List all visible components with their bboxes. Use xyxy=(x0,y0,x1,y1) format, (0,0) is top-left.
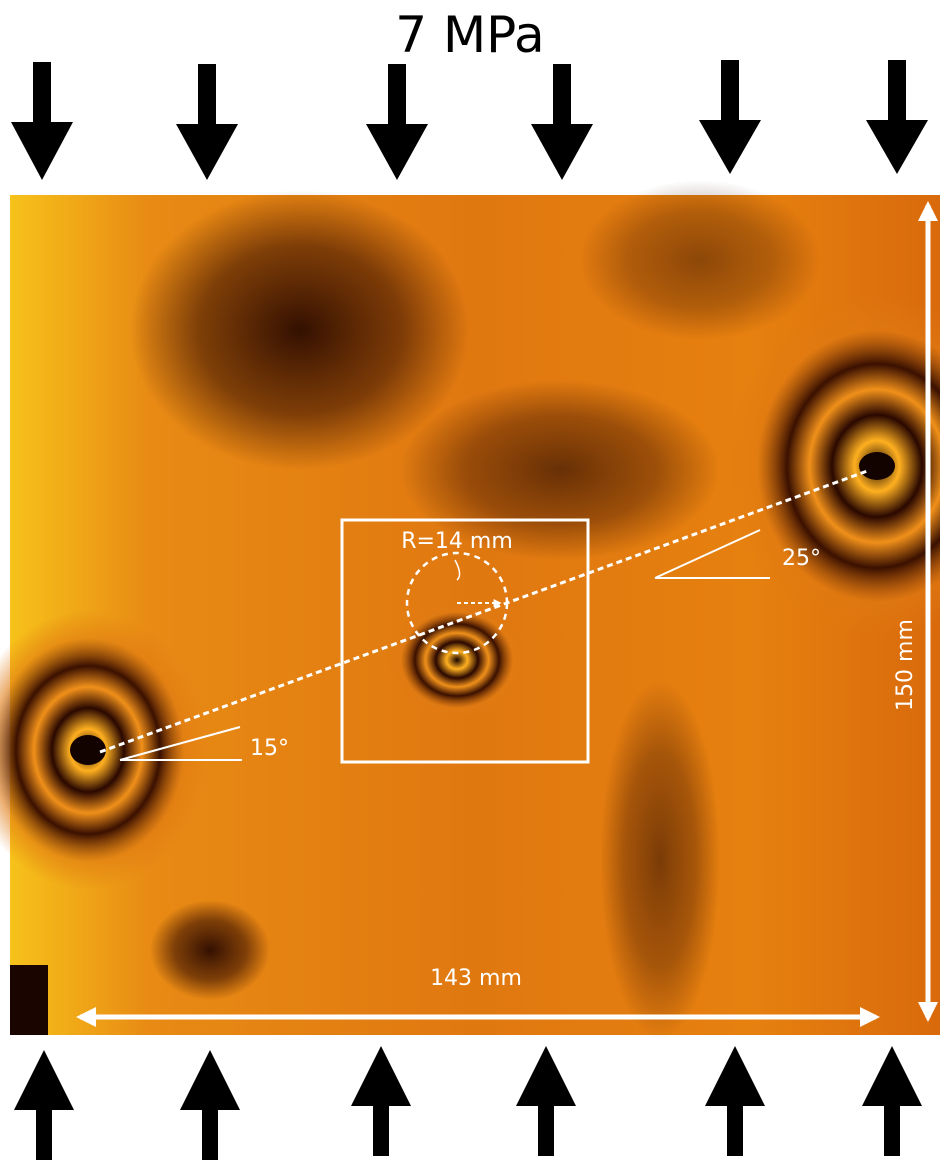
radius-label: R=14 mm xyxy=(401,529,513,554)
title: 7 MPa xyxy=(395,6,544,64)
angle-label: 15° xyxy=(250,736,289,761)
width-label: 143 mm xyxy=(430,966,522,991)
angle-label: 25° xyxy=(782,546,821,571)
load-arrows-bottom xyxy=(14,1046,922,1160)
figure: 7 MPa R=14 mm 25° 15° 150 xyxy=(0,0,940,1160)
photoelastic-specimen xyxy=(0,180,940,1040)
height-label: 150 mm xyxy=(893,619,918,711)
load-arrows-top xyxy=(11,60,928,180)
